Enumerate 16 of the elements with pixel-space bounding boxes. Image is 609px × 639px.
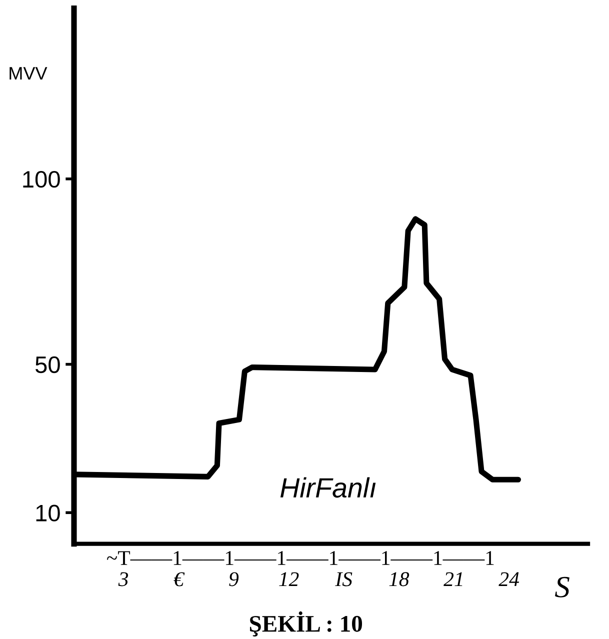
y-tick-label: 10 bbox=[36, 504, 60, 522]
text: ~T——1——1——1——1——1——1——1 bbox=[106, 551, 494, 565]
x-tick-label: 24 bbox=[498, 572, 519, 586]
annotation: HirFanlı bbox=[280, 477, 376, 498]
x-tick-label: IS bbox=[335, 572, 352, 586]
y-tick-label: 100 bbox=[23, 170, 60, 188]
x-tick-label: € bbox=[174, 572, 185, 586]
x-axis-title: S bbox=[555, 576, 570, 598]
x-tick-label: 12 bbox=[279, 572, 299, 586]
text: ŞEKİL : 10 bbox=[250, 611, 362, 636]
x-tick-label: 18 bbox=[389, 572, 410, 586]
x-tick-label: 3 bbox=[118, 572, 128, 586]
x-tick-label: 9 bbox=[229, 572, 239, 586]
y-axis-title: MVV bbox=[10, 67, 48, 80]
x-tick-label: 21 bbox=[444, 572, 462, 586]
y-tick-label: 50 bbox=[35, 356, 60, 374]
